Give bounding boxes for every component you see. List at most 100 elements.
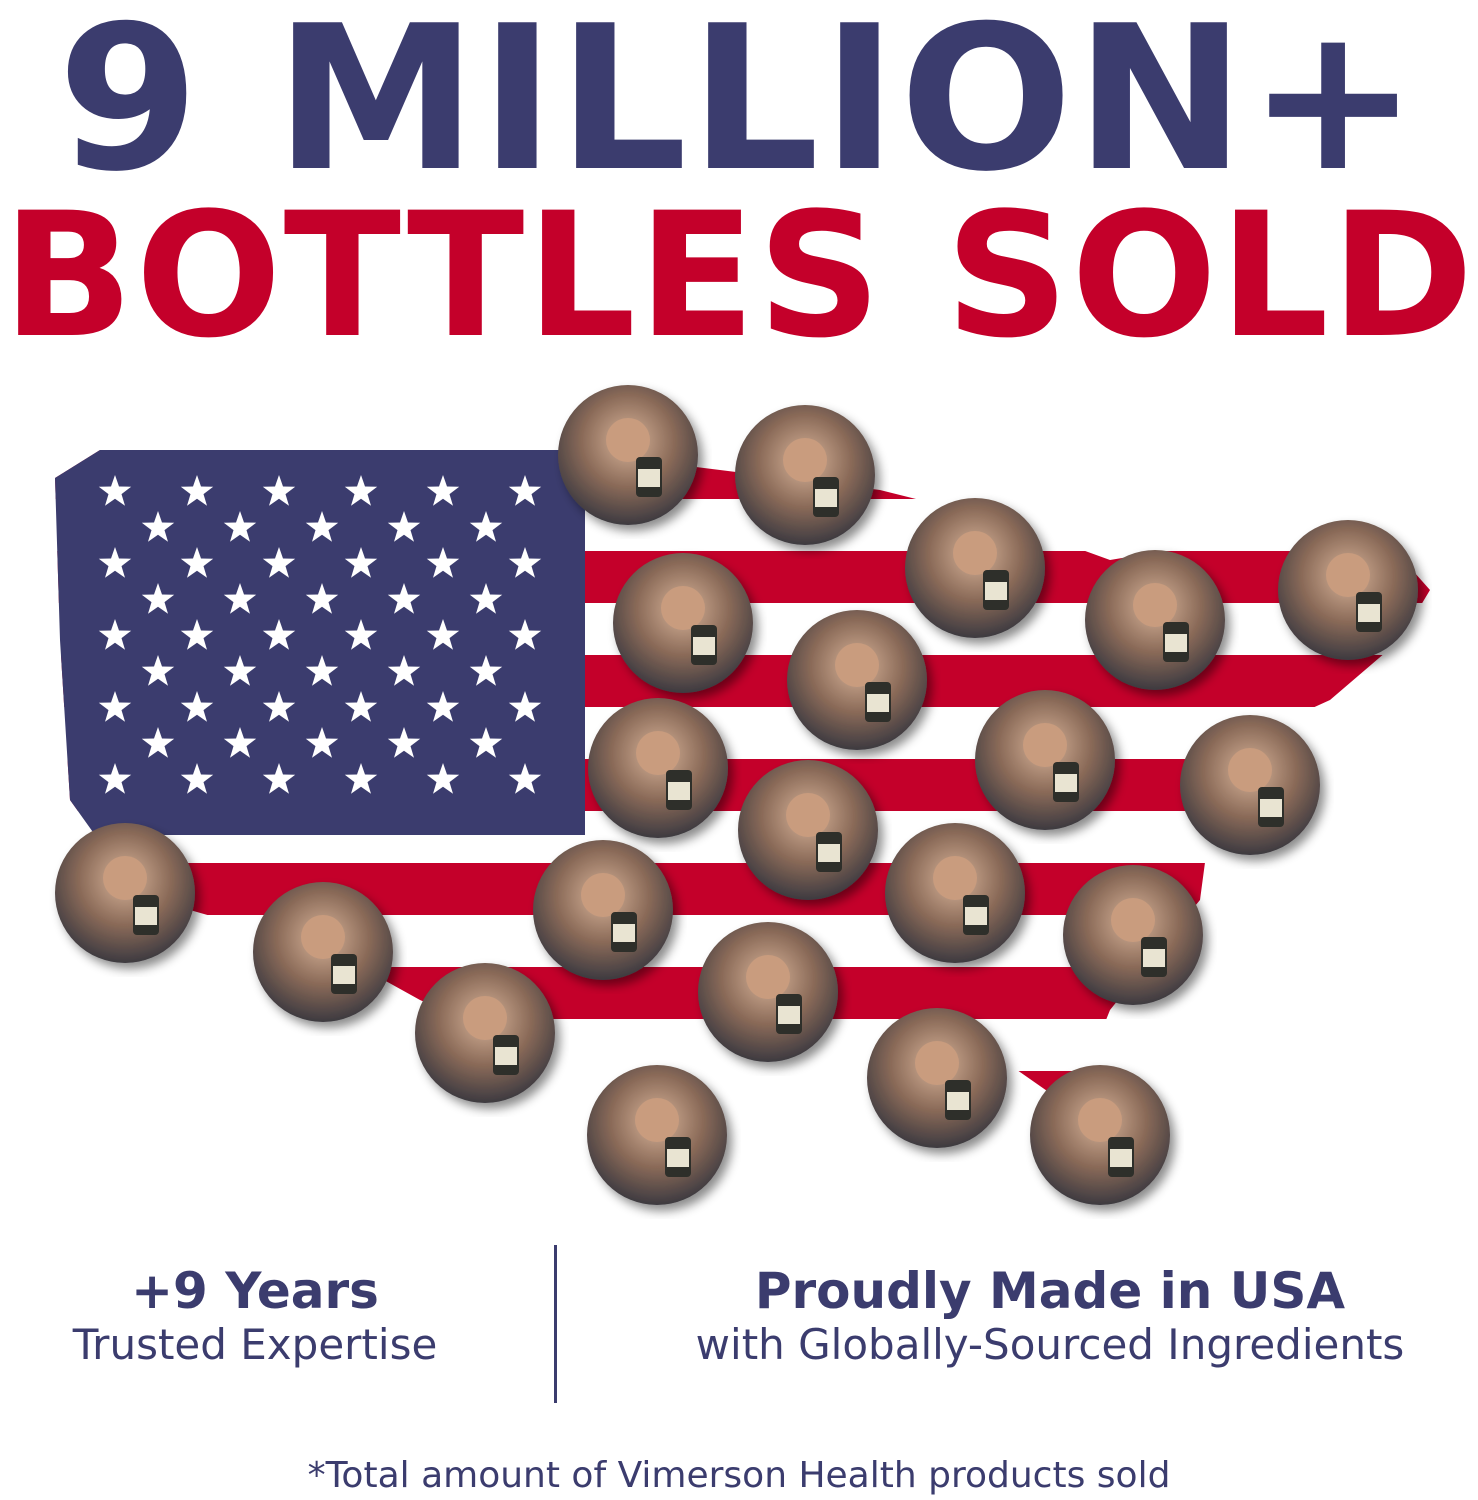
customer-photo xyxy=(1063,865,1203,1005)
star-icon xyxy=(262,691,296,722)
customer-photo xyxy=(1085,550,1225,690)
star-icon xyxy=(223,727,257,758)
face xyxy=(953,531,997,575)
bottle-label xyxy=(818,844,840,862)
customer-photo xyxy=(415,963,555,1103)
bottle-label xyxy=(613,924,635,942)
bottle-label xyxy=(947,1092,969,1110)
bottle-label xyxy=(495,1047,517,1065)
star-icon xyxy=(387,727,421,758)
stat-years-title: +9 Years xyxy=(131,1262,379,1320)
bottle-label xyxy=(867,694,889,712)
star-icon xyxy=(344,547,378,578)
customer-photo xyxy=(738,760,878,900)
bottle-label xyxy=(638,469,660,487)
face xyxy=(933,856,977,900)
face xyxy=(581,873,625,917)
bottle-label xyxy=(965,907,987,925)
star-icon xyxy=(426,475,460,506)
customer-photo xyxy=(1030,1065,1170,1205)
customer-photo xyxy=(613,553,753,693)
face xyxy=(606,418,650,462)
stat-years-subtitle: Trusted Expertise xyxy=(72,1320,438,1369)
flag-canton xyxy=(55,450,585,835)
face xyxy=(746,955,790,999)
stat-made-in-usa: Proudly Made in USA with Globally-Source… xyxy=(610,1262,1478,1369)
star-icon xyxy=(508,475,542,506)
star-icon xyxy=(508,619,542,650)
customer-photo xyxy=(885,823,1025,963)
star-icon xyxy=(305,655,339,686)
customer-photo xyxy=(55,823,195,963)
bottle-label xyxy=(333,966,355,984)
star-icon xyxy=(180,763,214,794)
customer-photo xyxy=(253,882,393,1022)
star-icon xyxy=(344,691,378,722)
face xyxy=(635,1098,679,1142)
star-icon xyxy=(141,511,175,542)
usa-flag-map-icon xyxy=(55,385,1430,1205)
face xyxy=(1078,1098,1122,1142)
stat-years: +9 Years Trusted Expertise xyxy=(20,1262,490,1369)
star-icon xyxy=(426,763,460,794)
customer-photo xyxy=(787,610,927,750)
star-icon xyxy=(262,547,296,578)
face xyxy=(786,793,830,837)
face xyxy=(301,915,345,959)
star-icon xyxy=(223,511,257,542)
customer-photo xyxy=(698,922,838,1062)
face xyxy=(835,643,879,687)
face xyxy=(1133,583,1177,627)
customer-photo xyxy=(588,698,728,838)
divider xyxy=(554,1245,557,1403)
customer-photo xyxy=(1180,715,1320,855)
bottle-label xyxy=(135,907,157,925)
face xyxy=(636,731,680,775)
star-icon xyxy=(305,583,339,614)
face xyxy=(463,996,507,1040)
flag-stripe xyxy=(55,1071,1430,1120)
customer-photo xyxy=(867,1008,1007,1148)
star-icon xyxy=(98,619,132,650)
star-icon xyxy=(305,727,339,758)
star-icon xyxy=(262,475,296,506)
star-icon xyxy=(387,655,421,686)
customer-photo xyxy=(905,498,1045,638)
star-icon xyxy=(141,655,175,686)
star-icon xyxy=(426,691,460,722)
star-icon xyxy=(223,655,257,686)
star-icon xyxy=(141,583,175,614)
customer-photo xyxy=(975,690,1115,830)
star-icon xyxy=(508,763,542,794)
star-icon xyxy=(387,511,421,542)
face xyxy=(1023,723,1067,767)
stat-usa-title: Proudly Made in USA xyxy=(754,1262,1346,1320)
face xyxy=(1326,553,1370,597)
face xyxy=(661,586,705,630)
star-icon xyxy=(180,547,214,578)
star-icon xyxy=(180,619,214,650)
bottle-label xyxy=(1260,799,1282,817)
star-icon xyxy=(223,583,257,614)
star-icon xyxy=(344,763,378,794)
star-icon xyxy=(426,547,460,578)
star-icon xyxy=(508,691,542,722)
footnote: *Total amount of Vimerson Health product… xyxy=(307,1455,1171,1496)
star-icon xyxy=(180,475,214,506)
bottle-label xyxy=(1165,634,1187,652)
star-icon xyxy=(344,619,378,650)
bottle-label xyxy=(815,489,837,507)
star-icon xyxy=(98,475,132,506)
face xyxy=(1228,748,1272,792)
face xyxy=(1111,898,1155,942)
star-icon xyxy=(469,583,503,614)
star-icon xyxy=(469,511,503,542)
star-icon xyxy=(98,547,132,578)
bottle-label xyxy=(693,637,715,655)
star-icon xyxy=(426,619,460,650)
customer-photo xyxy=(533,840,673,980)
star-icon xyxy=(387,583,421,614)
bottle-label xyxy=(667,1149,689,1167)
bottle-label xyxy=(1110,1149,1132,1167)
customer-photo xyxy=(558,385,698,525)
